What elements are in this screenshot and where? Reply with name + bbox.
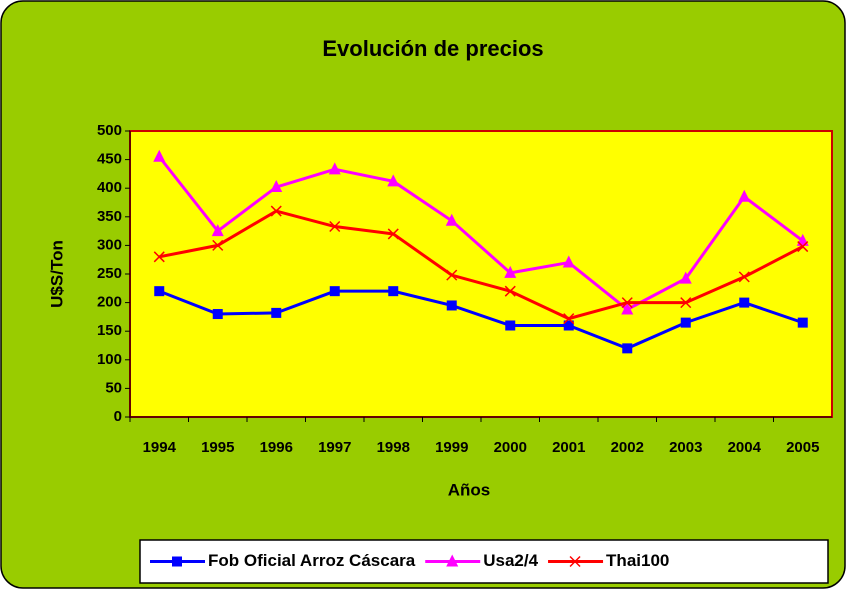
x-tick-label: 2001: [552, 439, 585, 456]
y-tick-label: 450: [97, 151, 122, 168]
y-tick-label: 100: [97, 351, 122, 368]
y-tick-label: 400: [97, 179, 122, 196]
data-point: [388, 286, 399, 297]
data-point: [153, 251, 165, 263]
x-tick-label: 1996: [260, 439, 293, 456]
legend-label: Thai100: [606, 551, 669, 570]
data-point: [212, 239, 224, 251]
data-point: [680, 297, 692, 309]
data-point: [679, 271, 692, 284]
data-point: [505, 320, 516, 331]
data-point: [797, 317, 808, 328]
data-point: [270, 180, 283, 193]
x-tick-label: 1995: [201, 439, 234, 456]
data-point: [270, 205, 282, 217]
series-line: [158, 289, 804, 350]
data-point: [738, 271, 750, 283]
x-tick-label: 2005: [786, 439, 819, 456]
y-tick-label: 250: [97, 265, 122, 282]
x-tick-label: 2003: [669, 439, 702, 456]
y-tick-label: 50: [105, 379, 122, 396]
data-point: [738, 189, 751, 202]
y-tick-label: 150: [97, 322, 122, 339]
x-tick-label: 1997: [318, 439, 351, 456]
legend-marker: [446, 554, 459, 567]
data-point: [621, 297, 633, 309]
y-tick-label: 350: [97, 208, 122, 225]
data-point: [504, 265, 517, 278]
legend-label: Fob Oficial Arroz Cáscara: [208, 551, 416, 570]
y-tick-label: 200: [97, 294, 122, 311]
y-axis-label: U$S/Ton: [47, 240, 66, 308]
legend-box: [139, 539, 829, 584]
data-point: [504, 285, 516, 297]
legend-marker: [172, 556, 182, 567]
data-point: [446, 300, 457, 311]
x-tick-label: 2000: [494, 439, 527, 456]
data-point: [445, 213, 458, 226]
y-tick-label: 500: [97, 122, 122, 139]
data-point: [329, 220, 341, 233]
data-point: [328, 162, 341, 175]
series-line: [158, 155, 804, 312]
data-point: [563, 320, 574, 331]
data-point: [154, 286, 165, 297]
data-point: [153, 149, 166, 162]
data-point: [387, 228, 399, 240]
legend-marker: [569, 555, 581, 568]
y-tick-label: 0: [114, 408, 122, 425]
x-tick-label: 2004: [728, 439, 762, 456]
data-point: [622, 343, 633, 354]
x-axis-label: Años: [448, 480, 491, 499]
data-point: [271, 307, 282, 318]
data-point: [563, 313, 575, 325]
data-point: [562, 255, 575, 268]
data-point: [680, 317, 691, 328]
data-point: [797, 241, 809, 253]
x-tick-label: 1999: [435, 439, 468, 456]
series-line: [158, 209, 804, 321]
data-point: [329, 286, 340, 297]
x-tick-label: 1998: [377, 439, 410, 456]
y-tick-label: 300: [97, 236, 122, 253]
plot-area: [129, 130, 833, 418]
data-point: [212, 309, 223, 320]
data-point: [387, 174, 400, 187]
chart-title: Evolución de precios: [322, 36, 543, 61]
data-point: [211, 224, 224, 237]
x-tick-label: 2002: [611, 439, 644, 456]
data-point: [621, 302, 634, 315]
x-tick-label: 1994: [143, 439, 177, 456]
data-point: [446, 269, 458, 281]
data-point: [739, 297, 750, 308]
legend-label: Usa2/4: [483, 551, 538, 570]
